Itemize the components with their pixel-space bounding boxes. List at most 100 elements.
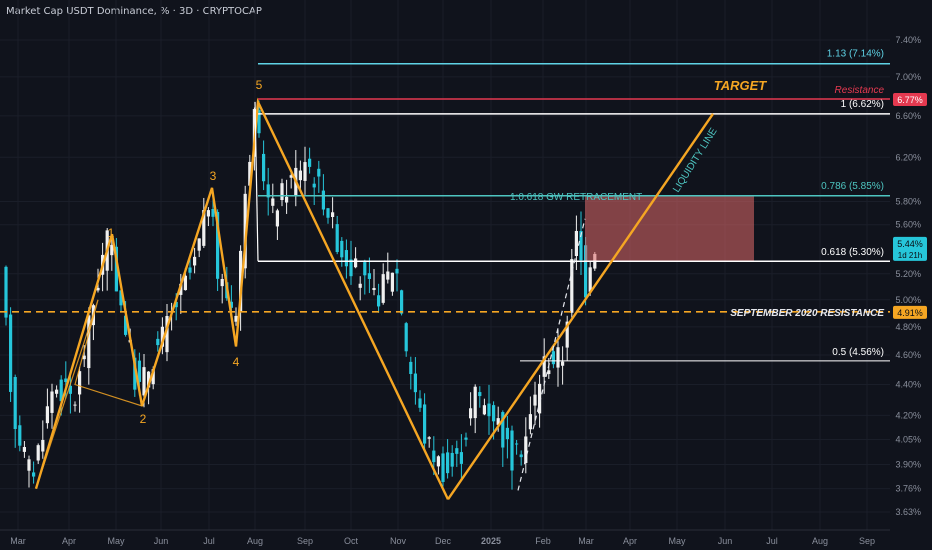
candle-body <box>41 439 45 452</box>
x-tick-label: Jun <box>718 536 733 546</box>
resistance-price-badge <box>893 92 927 106</box>
candle-body <box>266 184 270 198</box>
candle-body <box>340 240 344 258</box>
wave-label: 2 <box>140 412 147 426</box>
candle-body <box>82 355 86 360</box>
candle-body <box>96 287 100 291</box>
candle-body <box>234 315 238 322</box>
x-tick-label: Nov <box>390 536 407 546</box>
y-tick-label: 5.80% <box>895 196 921 206</box>
x-tick-label: Aug <box>812 536 828 546</box>
candle-body <box>9 314 13 392</box>
candle-countdown-text: 1d 21h <box>898 251 922 260</box>
x-tick-label: Dec <box>435 536 452 546</box>
candle-body <box>377 295 381 307</box>
x-tick-label: Mar <box>10 536 26 546</box>
target-annotation: TARGET <box>714 78 768 93</box>
x-tick-label: May <box>668 536 686 546</box>
candle-body <box>487 403 491 417</box>
candle-body <box>87 315 91 369</box>
candle-body <box>367 273 371 279</box>
y-tick-label: 7.40% <box>895 35 921 45</box>
x-tick-label: Sep <box>859 536 875 546</box>
candle-body <box>308 158 312 167</box>
candle-body <box>59 379 63 402</box>
candle-body <box>68 385 72 394</box>
candle-body <box>331 212 335 217</box>
candle-body <box>110 244 114 256</box>
candle-body <box>285 196 289 203</box>
liquidity-line-label: LIQUIDITY LINE <box>671 126 720 195</box>
candle-body <box>248 161 252 186</box>
candle-body <box>372 288 376 291</box>
level-label-1: 1 (6.62%) <box>841 99 884 110</box>
level-anchor-line <box>254 101 259 262</box>
candle-body <box>400 290 404 314</box>
candle-body <box>271 198 275 206</box>
candle-body <box>4 266 8 318</box>
candle-body <box>160 326 164 347</box>
candle-body <box>556 347 560 368</box>
september-badge-text: 4.91% <box>897 308 923 318</box>
candle-body <box>395 268 399 274</box>
x-tick-label: Mar <box>578 536 594 546</box>
candle-body <box>312 183 316 188</box>
candle-body <box>64 378 68 383</box>
wave-label: 5 <box>256 78 263 92</box>
candle-body <box>73 404 77 406</box>
candle-body <box>156 338 160 346</box>
y-tick-label: 3.63% <box>895 507 921 517</box>
liquidity-line <box>447 113 714 501</box>
wave-label: 4 <box>233 355 240 369</box>
candle-body <box>45 406 49 424</box>
candle-body <box>13 377 17 429</box>
candle-body <box>22 447 26 452</box>
candle-body <box>551 351 555 365</box>
candle-body <box>455 448 459 454</box>
candle-body <box>147 371 151 388</box>
candle-body <box>464 437 468 440</box>
candle-body <box>349 259 353 277</box>
candle-body <box>409 361 413 374</box>
candle-body <box>404 323 408 352</box>
candle-body <box>413 373 417 393</box>
candle-body <box>381 274 385 303</box>
candle-body <box>505 427 509 440</box>
candle-body <box>584 245 588 298</box>
candle-body <box>335 224 339 253</box>
gw-retracement-label: 1:0.618 GW RETRACEMENT <box>510 192 642 203</box>
candle-body <box>50 391 54 413</box>
current-price-text: 5.44% <box>897 239 923 249</box>
price-axis-bg <box>890 0 932 550</box>
candle-body <box>229 301 233 308</box>
level-label-0-786: 0.786 (5.85%) <box>821 181 884 192</box>
candle-body <box>174 301 178 308</box>
candle-body <box>354 258 358 268</box>
candle-body <box>496 418 500 425</box>
candle-body <box>183 275 187 291</box>
candle-body <box>55 389 59 394</box>
candle-body <box>423 404 427 444</box>
candle-body <box>579 230 583 261</box>
x-tick-label: Apr <box>623 536 637 546</box>
candle-body <box>358 283 362 288</box>
candle-body <box>473 386 477 419</box>
candle-body <box>326 208 330 218</box>
y-tick-label: 7.00% <box>895 72 921 82</box>
chart-title: Market Cap USDT Dominance, % · 3D · CRYP… <box>6 6 262 17</box>
candle-body <box>321 190 325 210</box>
candle-body <box>436 456 440 467</box>
candle-body <box>386 271 390 280</box>
wave-subwave <box>35 101 259 489</box>
candle-body <box>469 408 473 419</box>
candle-body <box>574 230 578 257</box>
candle-body <box>570 259 574 313</box>
current-price-badge <box>893 236 927 261</box>
candle-body <box>193 256 197 266</box>
candle-body <box>565 321 569 348</box>
candle-body <box>588 267 592 292</box>
candle-body <box>36 445 40 461</box>
target-zone-box <box>585 195 754 262</box>
y-tick-label: 4.60% <box>895 350 921 360</box>
